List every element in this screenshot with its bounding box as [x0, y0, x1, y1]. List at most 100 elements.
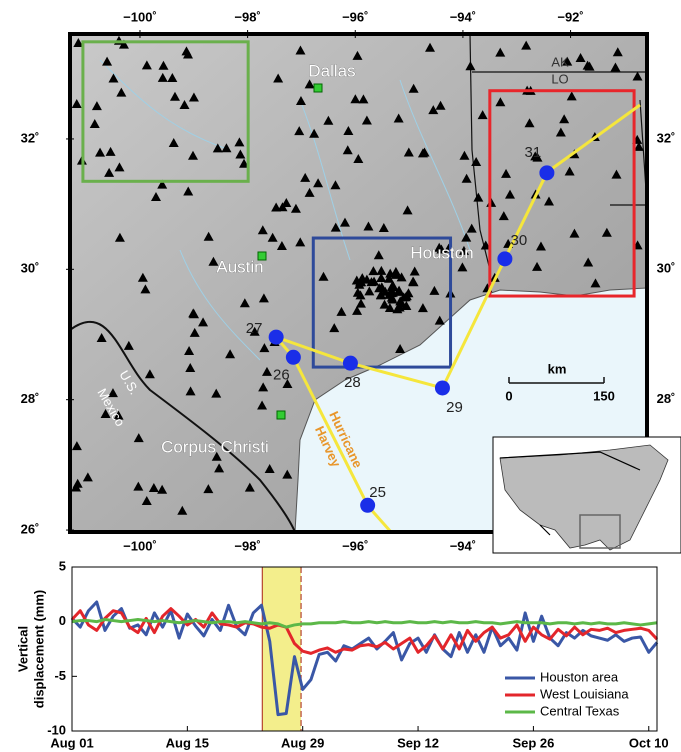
- station: [353, 153, 364, 163]
- station: [473, 192, 484, 202]
- plot-frame: [71, 566, 658, 732]
- station: [91, 101, 102, 111]
- station: [352, 305, 363, 315]
- station: [157, 484, 168, 494]
- station: [169, 91, 180, 101]
- station: [408, 277, 419, 287]
- station: [313, 178, 324, 188]
- station: [116, 87, 127, 97]
- station: [373, 250, 384, 260]
- scale-unit: km: [548, 361, 567, 376]
- station: [257, 400, 268, 410]
- station: [114, 162, 125, 172]
- series-line: [70, 600, 659, 717]
- station: [225, 349, 236, 359]
- station: [386, 281, 397, 291]
- state-border: [469, 34, 647, 271]
- storm-position: [285, 349, 301, 365]
- station: [402, 205, 413, 215]
- station: [168, 138, 179, 148]
- station: [471, 157, 482, 167]
- station: [601, 227, 612, 237]
- station: [89, 118, 100, 128]
- station: [562, 56, 573, 66]
- station: [582, 60, 593, 70]
- station: [566, 91, 577, 101]
- station: [185, 363, 196, 373]
- station: [396, 298, 407, 308]
- lon-tick-label: −96˚: [342, 538, 368, 553]
- city-label: Austin: [216, 257, 263, 276]
- station: [368, 266, 379, 276]
- station: [133, 433, 144, 443]
- station: [409, 266, 420, 276]
- station: [304, 79, 315, 89]
- stations: [71, 35, 644, 515]
- station: [258, 382, 269, 392]
- station: [583, 257, 594, 267]
- station: [118, 39, 129, 49]
- time-series: -10 -5 0 5 Aug 01 Aug 15 Aug 29 Sep 12 Sep 26 Oct…: [15, 558, 668, 750]
- station: [105, 146, 116, 156]
- storm-day-label: 26: [273, 366, 290, 383]
- station: [108, 73, 119, 83]
- station: [295, 96, 306, 106]
- region-box: [488, 89, 636, 298]
- station: [466, 223, 477, 233]
- station: [403, 147, 414, 157]
- station: [181, 46, 192, 56]
- station: [505, 189, 516, 199]
- region-box: [81, 40, 250, 183]
- station: [300, 172, 311, 182]
- storm-day-label: 27: [246, 320, 263, 337]
- station: [244, 482, 255, 492]
- lon-tick-label: −96˚: [342, 9, 368, 24]
- station: [336, 306, 347, 316]
- station: [559, 114, 570, 124]
- station: [144, 369, 155, 379]
- region-box: [311, 236, 453, 369]
- station: [375, 289, 386, 299]
- station: [521, 40, 532, 50]
- station: [234, 137, 245, 147]
- station: [276, 241, 287, 251]
- station: [73, 37, 84, 47]
- station: [329, 323, 340, 333]
- lon-tick-label: −100˚: [123, 9, 157, 24]
- y-axis-label: displacement (mm): [31, 590, 46, 708]
- station: [590, 278, 601, 288]
- lon-tick-label: −94˚: [450, 538, 476, 553]
- station: [239, 298, 250, 308]
- y-tick-label: -10: [47, 722, 66, 737]
- station: [480, 240, 491, 250]
- city-marker: [276, 410, 286, 420]
- station: [318, 271, 329, 281]
- station: [100, 408, 111, 418]
- station: [259, 343, 270, 353]
- scale-label: 150: [593, 388, 615, 403]
- station: [612, 47, 623, 57]
- station: [611, 169, 622, 179]
- station: [575, 53, 586, 63]
- station: [249, 326, 260, 336]
- station: [294, 126, 305, 136]
- station: [102, 56, 113, 66]
- station: [203, 484, 214, 494]
- station: [198, 317, 209, 327]
- station: [342, 145, 353, 155]
- station: [187, 150, 198, 160]
- station: [457, 262, 468, 272]
- state-label: LO: [551, 71, 568, 86]
- station: [632, 71, 643, 81]
- station: [555, 127, 566, 137]
- y-tick-label: 0: [59, 613, 66, 628]
- station: [71, 441, 82, 451]
- storm-position: [539, 165, 555, 181]
- station: [408, 83, 419, 93]
- station: [401, 291, 412, 301]
- station: [376, 265, 387, 275]
- scale-bar: km 0 150: [505, 361, 614, 403]
- x-tick-label: Sep 26: [512, 735, 554, 750]
- station: [569, 228, 580, 238]
